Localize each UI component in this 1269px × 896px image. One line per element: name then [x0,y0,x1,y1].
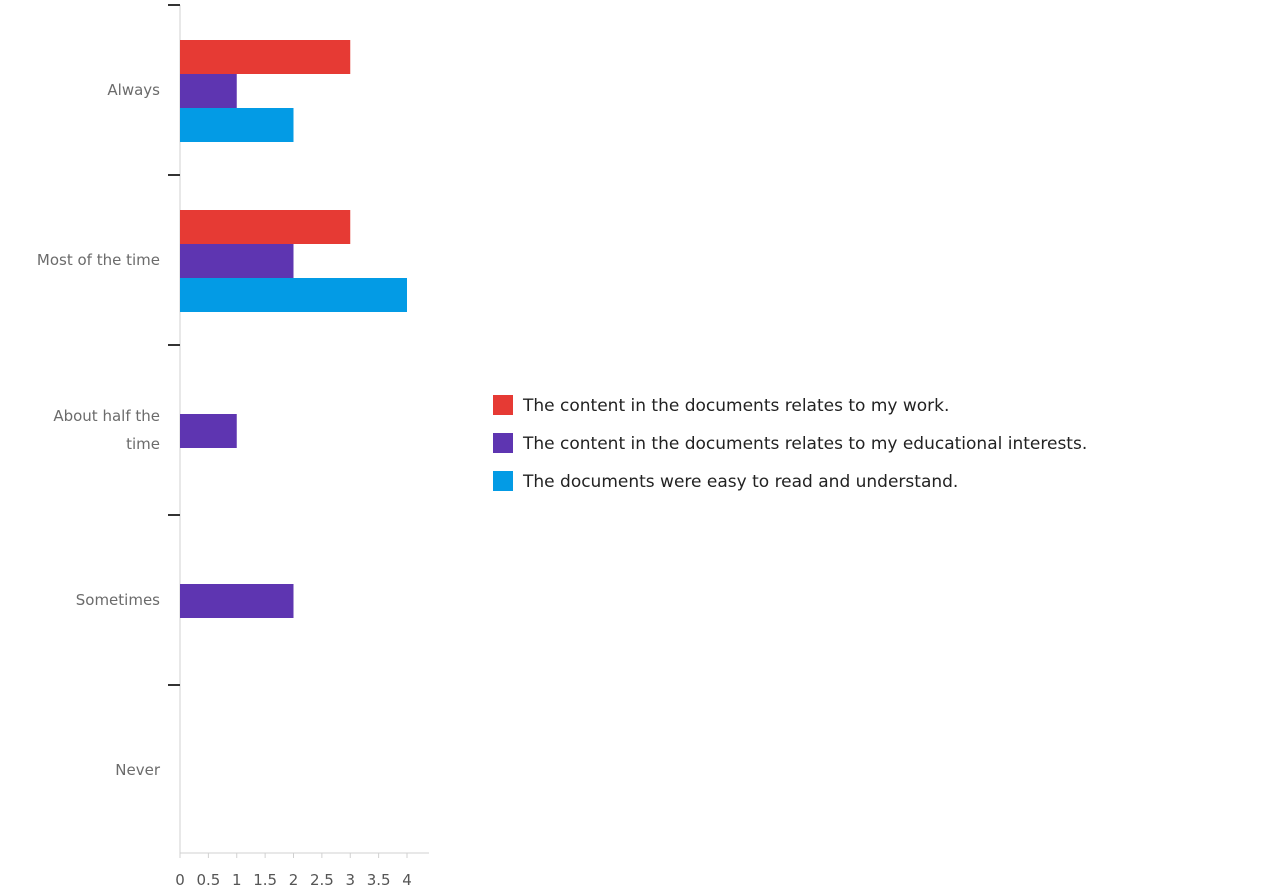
category-label: Never [115,761,161,779]
bar [180,414,237,448]
x-tick-label: 4 [402,871,412,889]
category-label: Most of the time [37,251,160,269]
bar [180,210,351,244]
bars [180,40,407,618]
bar [180,278,407,312]
x-tick-labels: 0 0.5 1 1.5 2 2.5 3 3.5 4 [175,871,412,889]
x-tick-label: 3 [345,871,355,889]
x-tick-label: 0.5 [196,871,220,889]
x-tick-label: 1 [232,871,242,889]
category-label: Always [107,81,160,99]
bar [180,74,237,108]
x-tick-label: 0 [175,871,185,889]
x-tick-label: 3.5 [367,871,391,889]
bar [180,244,294,278]
category-label: Sometimes [76,591,160,609]
legend-label: The documents were easy to read and unde… [522,472,958,492]
x-tick-label: 1.5 [253,871,277,889]
legend-label: The content in the documents relates to … [522,434,1087,454]
legend: The content in the documents relates to … [493,395,1087,492]
x-tick-label: 2.5 [310,871,334,889]
bar [180,108,294,142]
category-labels: Always Most of the time About half the time… [37,81,161,779]
legend-label: The content in the documents relates to … [522,396,949,416]
legend-swatch [493,471,513,491]
bar [180,584,294,618]
bar [180,40,351,74]
category-label: About half the [53,407,160,425]
legend-swatch [493,433,513,453]
x-tick-label: 2 [289,871,299,889]
category-label: time [126,435,160,453]
legend-swatch [493,395,513,415]
